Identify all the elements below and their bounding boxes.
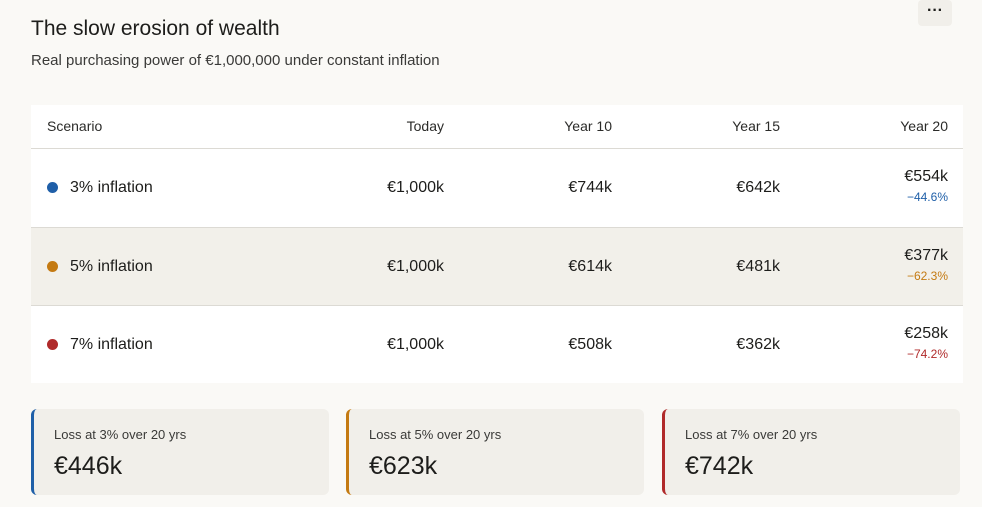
column-header: Year 20	[900, 118, 948, 134]
menu-button[interactable]: ···	[918, 0, 952, 26]
table: Scenario Today Year 10 Year 15 Year 20 3% inf…	[31, 105, 963, 383]
scenario-label: 5% inflation	[70, 257, 153, 275]
value-cell: €1,000k	[387, 179, 444, 196]
scenario-label: 3% inflation	[70, 179, 153, 196]
column-header: Today	[406, 118, 444, 134]
table-row: 3% inflation €1,000k €744k €642k €554k −44.6%	[31, 148, 963, 227]
summary-card: Loss at 3% over 20 yrs €446k	[31, 409, 329, 495]
value-cell: €362k	[736, 336, 780, 353]
value-cell: €1,000k	[387, 336, 444, 353]
card-label: Loss at 3% over 20 yrs	[54, 427, 187, 442]
value-cell: €642k	[736, 179, 780, 196]
subtitle: Real purchasing power of €1,000,000 unde…	[31, 52, 440, 69]
value-cell: €614k	[568, 257, 612, 275]
value-cell: €744k	[568, 179, 612, 196]
value-cell: €508k	[568, 336, 612, 353]
change-label: −74.2%	[906, 347, 948, 361]
summary-card: Loss at 5% over 20 yrs €623k	[346, 409, 644, 495]
card-value: €446k	[54, 452, 123, 480]
table-row: 7% inflation €1,000k €508k €362k €258k −74.2%	[31, 305, 963, 384]
card-label: Loss at 5% over 20 yrs	[369, 427, 502, 442]
final-value: €377k −62.3%	[904, 247, 948, 283]
column-header: Scenario	[47, 118, 103, 134]
column-header: Year 10	[564, 118, 612, 134]
title: The slow erosion of wealth	[31, 17, 280, 40]
column-header: Year 15	[732, 118, 780, 134]
value-cell: €481k	[736, 257, 780, 275]
value-cell: €258k	[904, 325, 948, 342]
final-value: €554k −44.6%	[904, 168, 948, 204]
value-cell: €1,000k	[387, 257, 444, 275]
card-value: €623k	[369, 452, 438, 480]
summary-card: Loss at 7% over 20 yrs €742k	[662, 409, 960, 495]
scenario-dot	[47, 339, 58, 350]
scenario-dot	[47, 260, 58, 272]
change-label: −62.3%	[906, 268, 948, 283]
table-row: 5% inflation €1,000k €614k €481k €377k −62.3%	[31, 226, 963, 306]
change-label: −44.6%	[906, 190, 948, 204]
scenario-label: 7% inflation	[70, 336, 153, 353]
value-cell: €554k	[904, 168, 948, 185]
scenario-dot	[47, 182, 58, 193]
card-value: €742k	[685, 452, 754, 480]
card-label: Loss at 7% over 20 yrs	[685, 427, 818, 442]
final-value: €258k −74.2%	[904, 325, 948, 361]
value-cell: €377k	[904, 246, 948, 264]
